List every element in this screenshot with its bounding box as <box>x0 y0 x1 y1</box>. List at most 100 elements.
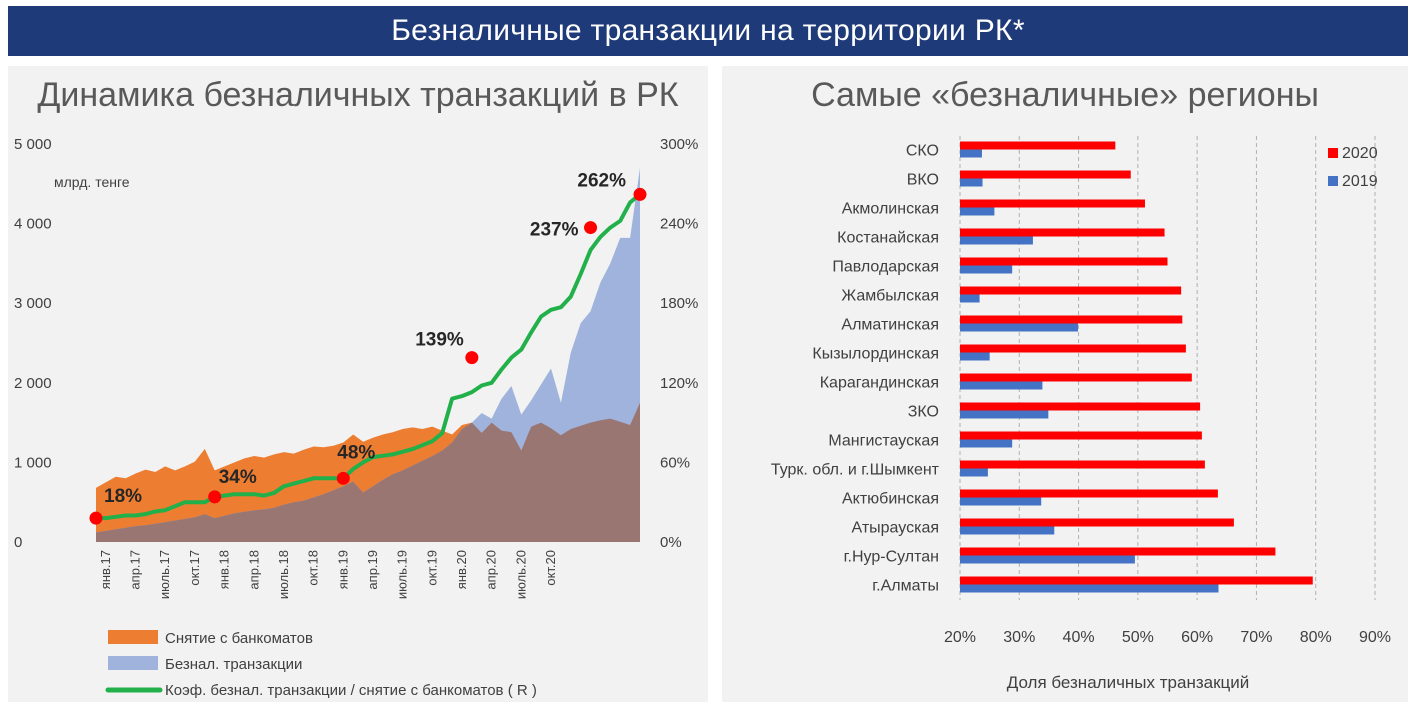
x-tick-label: 80% <box>1300 629 1332 646</box>
x-tick-label: 60% <box>1181 629 1213 646</box>
x-tick-label: апр.18 <box>246 550 261 590</box>
category-label: Костанайская <box>837 230 939 247</box>
ratio-marker <box>465 351 479 365</box>
category-label: Актюбинская <box>842 491 939 508</box>
bar-2020 <box>960 518 1234 527</box>
bar-2019 <box>960 178 983 187</box>
legend-swatch-noncash <box>108 656 158 670</box>
x-tick-label: окт.18 <box>306 550 321 586</box>
legend-label-2019: 2019 <box>1342 173 1378 190</box>
legend-label: Безнал. транзакции <box>165 656 302 673</box>
ratio-marker <box>208 490 222 504</box>
page-banner: Безналичные транзакции на территории РК* <box>8 6 1408 56</box>
y-tick-label: 1 000 <box>14 454 52 471</box>
area-series-overlap <box>96 402 640 542</box>
y2-tick-label: 120% <box>660 375 698 392</box>
bar-2020 <box>960 344 1186 353</box>
bar-2019 <box>960 352 990 361</box>
bar-chart: 20% 30% 40% 50% 60% 70% 80% 90% СКО ВКО Акмолинска… <box>771 136 1391 692</box>
bar-2019 <box>960 381 1043 390</box>
category-label: СКО <box>906 143 939 160</box>
bar-2019 <box>960 236 1033 245</box>
x-axis-title: Доля безналичных транзакций <box>1007 673 1250 692</box>
x-tick-label: июль.20 <box>513 550 528 599</box>
y2-tick-label: 180% <box>660 295 698 312</box>
category-label: ЗКО <box>908 404 939 421</box>
right-chart-panel: Самые «безналичные» регионы 20% 30% 40% 50%… <box>722 66 1408 702</box>
legend-swatch-2019 <box>1328 176 1338 186</box>
bar-2019 <box>960 584 1219 593</box>
x-tick-label: июль.17 <box>157 550 172 599</box>
category-label: Павлодарская <box>832 259 939 276</box>
category-label: Жамбылская <box>841 288 939 305</box>
right-chart-title: Самые «безналичные» регионы <box>811 76 1319 114</box>
bar-2019 <box>960 410 1049 419</box>
x-tick-label: 30% <box>1003 629 1035 646</box>
y-tick-label: 5 000 <box>14 136 52 153</box>
ratio-marker <box>584 221 598 235</box>
y2-tick-label: 0% <box>660 534 682 551</box>
x-tick-label: окт.17 <box>187 550 202 586</box>
category-label: г.Алматы <box>872 578 939 595</box>
category-label: Атырауская <box>852 520 940 537</box>
bar-2019 <box>960 323 1078 332</box>
category-label: Мангистауская <box>828 433 939 450</box>
category-label: ВКО <box>907 172 939 189</box>
y-tick-label: 0 <box>14 534 22 551</box>
ratio-line <box>96 192 642 521</box>
x-tick-label: апр.17 <box>128 550 143 590</box>
bar-2020 <box>960 286 1182 295</box>
ratio-marker <box>89 511 103 525</box>
bar-2019 <box>960 555 1135 564</box>
legend-label: Снятие с банкоматов <box>165 630 313 647</box>
ratio-data-label: 139% <box>415 330 464 351</box>
area-chart: 0 1 000 2 000 3 000 4 000 5 000 0% 60% 120% 180% 2… <box>14 136 698 699</box>
banner-title: Безналичные транзакции на территории РК* <box>391 14 1025 47</box>
bar-2020 <box>960 547 1276 556</box>
bar-2019 <box>960 497 1042 506</box>
x-tick-label: апр.20 <box>484 550 499 590</box>
bar-2020 <box>960 228 1165 237</box>
bar-2019 <box>960 468 988 477</box>
category-label: Турк. обл. и г.Шымкент <box>771 462 940 479</box>
category-label: Акмолинская <box>842 201 939 218</box>
x-tick-label: 70% <box>1240 629 1272 646</box>
y2-tick-label: 60% <box>660 454 690 471</box>
legend-label-2020: 2020 <box>1342 145 1378 162</box>
bar-2019 <box>960 265 1013 274</box>
x-tick-label: апр.19 <box>365 550 380 590</box>
y-axis-unit-label: млрд. тенге <box>54 174 130 190</box>
x-tick-label: янв.19 <box>335 550 350 589</box>
bar-2020 <box>960 373 1192 382</box>
ratio-data-label: 262% <box>577 170 626 191</box>
category-label: Карагандинская <box>820 375 939 392</box>
left-chart-title: Динамика безналичных транзакций в РК <box>37 76 679 114</box>
x-tick-label: 90% <box>1359 629 1391 646</box>
x-tick-label: июль.19 <box>395 550 410 599</box>
category-label: Кызылординская <box>812 346 939 363</box>
bar-2020 <box>960 170 1131 179</box>
bar-2019 <box>960 149 982 158</box>
y2-tick-label: 300% <box>660 136 698 153</box>
x-tick-label: янв.18 <box>217 550 232 589</box>
y-tick-label: 2 000 <box>14 375 52 392</box>
ratio-data-label: 34% <box>219 467 257 488</box>
ratio-data-label: 18% <box>104 486 142 507</box>
category-label: г.Нур-Султан <box>844 549 939 566</box>
x-tick-label: июль.18 <box>276 550 291 599</box>
bar-2020 <box>960 402 1201 411</box>
x-tick-label: 50% <box>1122 629 1154 646</box>
ratio-marker <box>633 187 647 201</box>
bar-2019 <box>960 439 1013 448</box>
x-tick-label: 20% <box>944 629 976 646</box>
bar-2020 <box>960 257 1168 266</box>
bar-2019 <box>960 294 980 303</box>
x-tick-label: янв.17 <box>98 550 113 589</box>
category-label: Алматинская <box>841 317 939 334</box>
ratio-data-label: 48% <box>337 442 375 463</box>
bar-2020 <box>960 460 1205 469</box>
legend-label: Коэф. безнал. транзакции / снятие с банк… <box>165 682 537 699</box>
bar-2020 <box>960 199 1145 208</box>
ratio-marker <box>336 471 350 485</box>
bar-2020 <box>960 141 1116 150</box>
